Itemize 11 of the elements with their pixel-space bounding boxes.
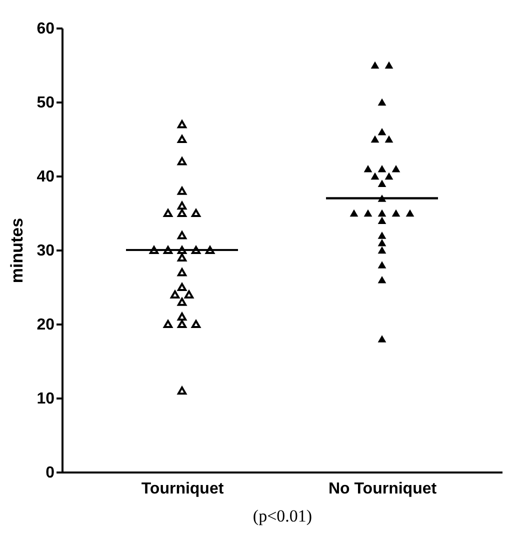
- y-tick-label: 40: [36, 168, 55, 186]
- y-tick-label: 30: [36, 242, 55, 260]
- y-tick-label: 10: [36, 390, 55, 408]
- y-tick-label: 60: [36, 20, 55, 38]
- x-tick-label: Tourniquet: [141, 480, 224, 498]
- x-tick-label: No Tourniquet: [328, 480, 438, 498]
- y-tick-label: 0: [46, 464, 55, 482]
- y-tick-label: 20: [36, 316, 55, 334]
- y-tick-label: 50: [36, 94, 55, 112]
- x-axis-title: (p<0.01): [252, 506, 312, 526]
- y-axis-title: minutes: [8, 218, 27, 284]
